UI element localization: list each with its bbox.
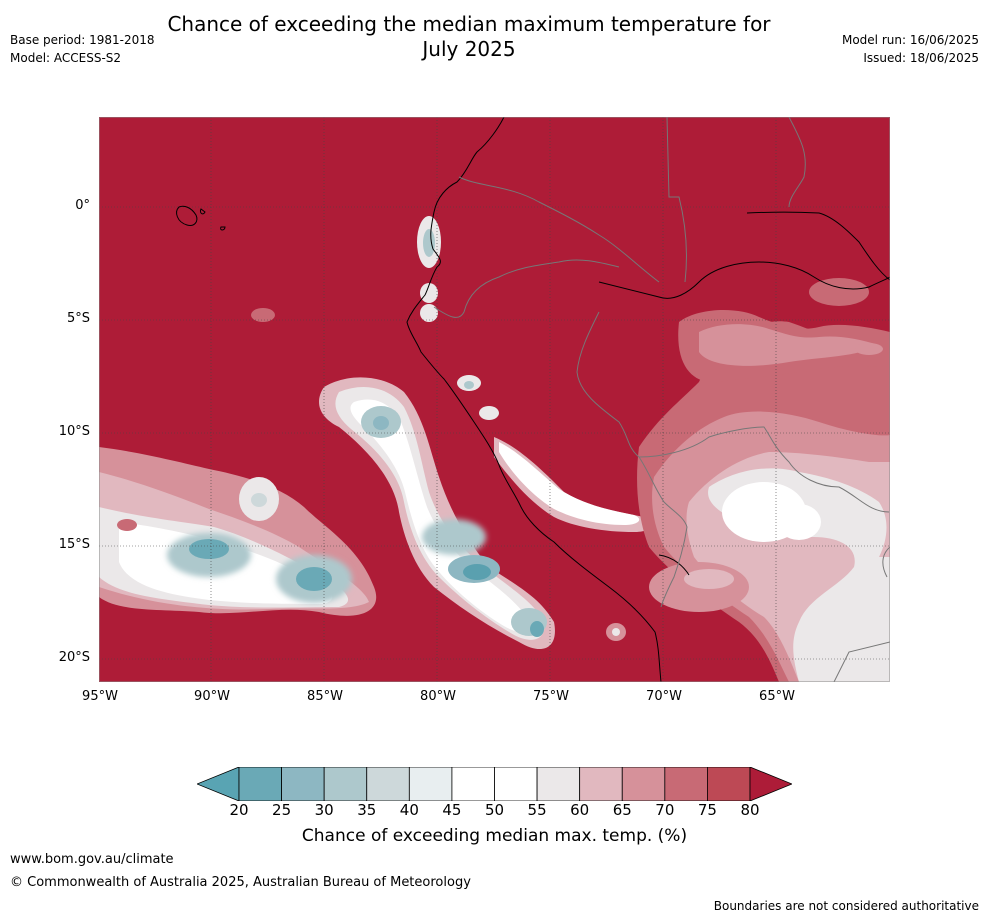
footer-url[interactable]: www.bom.gov.au/climate	[10, 852, 174, 867]
lat-label: 5°S	[66, 311, 90, 326]
issued-date: Issued: 18/06/2025	[863, 51, 979, 65]
colorbar-segment	[621, 767, 666, 801]
bolivia-moderate-region	[637, 321, 890, 682]
colorbar-segment	[366, 767, 410, 801]
colorbar-tick-label: 70	[655, 801, 675, 819]
colorbar-segment	[238, 767, 282, 801]
lon-label: 90°W	[194, 689, 230, 704]
colorbar-segment	[451, 767, 495, 801]
lon-label: 65°W	[759, 689, 795, 704]
colorbar-segment	[408, 767, 453, 801]
lon-label: 95°W	[82, 689, 118, 704]
colorbar-segment	[536, 767, 581, 801]
footer-copyright: © Commonwealth of Australia 2025, Austra…	[10, 875, 471, 890]
colorbar-tick-label: 25	[272, 801, 292, 819]
colorbar-segment	[664, 767, 708, 801]
meta-right: Model run: 16/06/2025 Issued: 18/06/2025	[842, 31, 979, 67]
colorbar-tick-label: 55	[527, 801, 547, 819]
footer-disclaimer: Boundaries are not considered authoritat…	[713, 899, 979, 913]
map-title: Chance of exceeding the median maximum t…	[167, 12, 771, 61]
lon-label: 75°W	[533, 689, 569, 704]
colorbar-segment	[494, 767, 538, 801]
colorbar-tick-label: 35	[357, 801, 377, 819]
meta-left: Base period: 1981-2018 Model: ACCESS-S2	[10, 31, 155, 67]
base-period: Base period: 1981-2018	[10, 33, 155, 47]
model-run: Model run: 16/06/2025	[841, 33, 979, 47]
lat-label: 15°S	[58, 537, 90, 552]
colorbar-tick-label: 30	[314, 801, 334, 819]
coastline	[176, 117, 890, 682]
colorbar-segment	[323, 767, 368, 801]
colorbar-segment	[281, 767, 325, 801]
lat-label: 0°	[75, 198, 90, 213]
lat-label: 10°S	[58, 424, 90, 439]
model-name: Model: ACCESS-S2	[10, 51, 122, 65]
lat-label: 20°S	[58, 650, 90, 665]
colorbar-tick-label: 65	[612, 801, 632, 819]
map-gridlines	[99, 117, 890, 682]
southwest-cool-region	[99, 447, 377, 616]
colorbar-tick-label: 80	[740, 801, 760, 819]
peru-coastal-band	[457, 375, 653, 532]
amazon-moderate-patch	[678, 278, 890, 383]
colorbar	[197, 767, 792, 801]
colorbar-low-extend	[197, 767, 240, 801]
colorbar-tick-label: 40	[399, 801, 419, 819]
colorbar-tick-label: 20	[229, 801, 249, 819]
colorbar-tick-label: 50	[484, 801, 505, 819]
probability-map	[99, 117, 890, 682]
colorbar-segment	[579, 767, 623, 801]
colorbar-tick-label: 75	[697, 801, 717, 819]
lon-label: 80°W	[420, 689, 456, 704]
colorbar-segment	[707, 767, 751, 801]
colorbar-tick-label: 60	[570, 801, 590, 819]
colorbar-high-extend	[749, 767, 792, 801]
lon-label: 85°W	[307, 689, 343, 704]
ecuador-cool-area	[251, 216, 441, 322]
colorbar-label: Chance of exceeding median max. temp. (%…	[301, 826, 688, 846]
country-borders	[433, 117, 890, 682]
lon-label: 70°W	[646, 689, 682, 704]
colorbar-tick-label: 45	[442, 801, 462, 819]
